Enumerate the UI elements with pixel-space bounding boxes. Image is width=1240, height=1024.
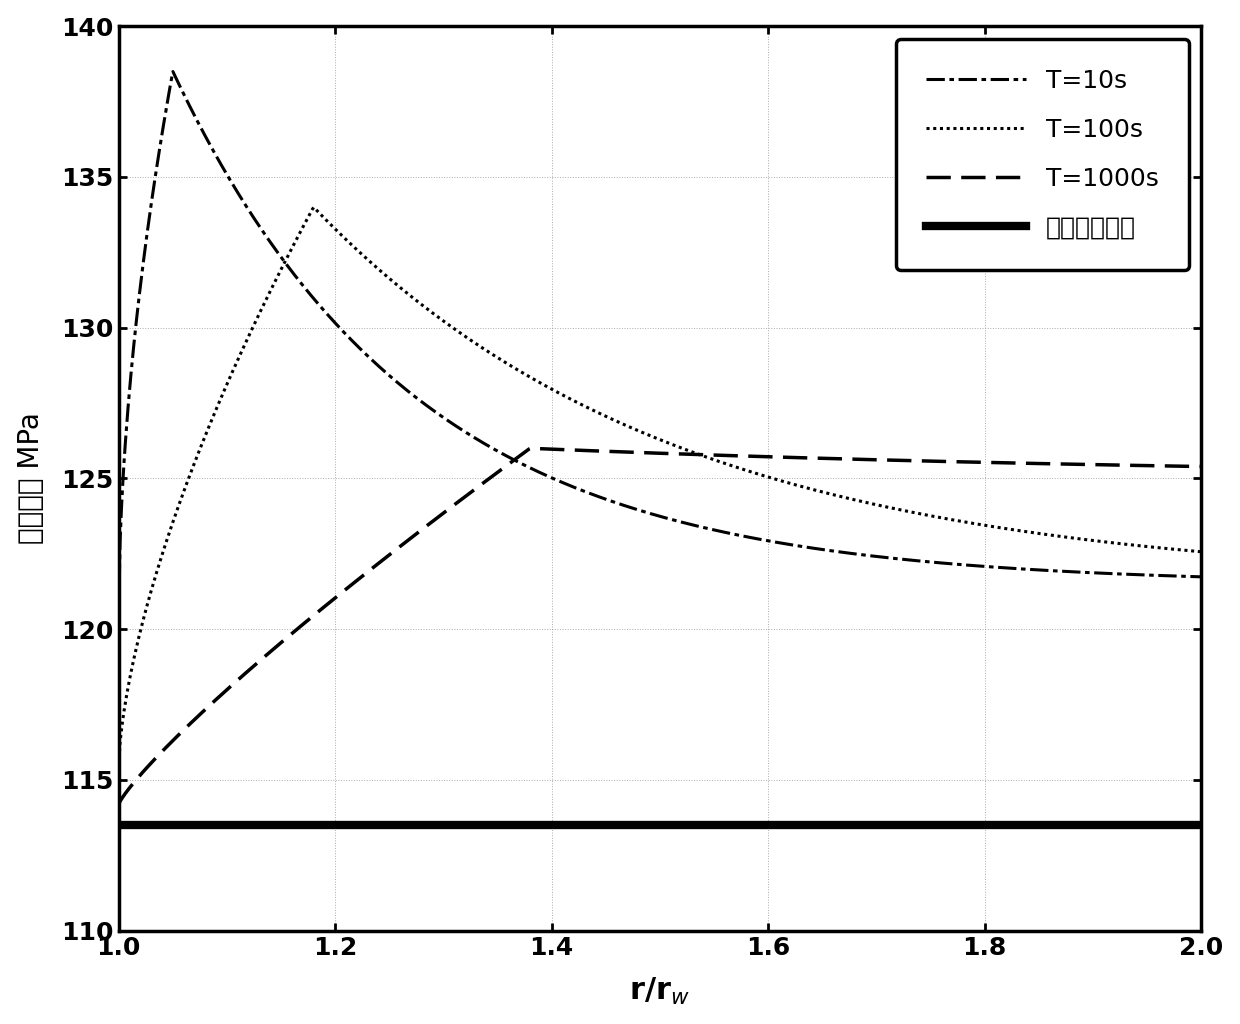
T=1000s (742, 450, 756, 462)
T=10s (1045, 564, 1060, 577)
T=1000s (1194, 461, 1209, 473)
T=100s (934, 512, 949, 524)
T=10s (742, 531, 756, 544)
T=100s (742, 465, 756, 477)
T=1000s (523, 442, 538, 455)
Line: T=100s: T=100s (119, 207, 1202, 765)
T=100s (306, 201, 321, 213)
T=100s (177, 481, 192, 494)
T=100s (1045, 529, 1060, 542)
T=10s (934, 557, 949, 569)
T=100s (1194, 546, 1209, 558)
T=1000s (1045, 458, 1060, 470)
T=10s (179, 93, 193, 105)
T=10s (802, 542, 817, 554)
T=1000s (112, 798, 126, 810)
T=10s (1194, 570, 1209, 583)
T=100s (802, 482, 817, 495)
Line: T=1000s: T=1000s (119, 449, 1202, 804)
T=1000s (770, 451, 785, 463)
T=1000s (177, 723, 192, 735)
X-axis label: r/r$_w$: r/r$_w$ (630, 976, 691, 1008)
T=1000s (802, 452, 817, 464)
Legend: T=10s, T=100s, T=1000s, 传统模型预测: T=10s, T=100s, T=1000s, 传统模型预测 (895, 39, 1189, 269)
T=1000s (934, 456, 949, 468)
T=10s (770, 537, 785, 549)
T=10s (112, 608, 126, 621)
T=100s (112, 759, 126, 771)
Line: T=10s: T=10s (119, 72, 1202, 614)
Y-axis label: 孔隅压力 MPa: 孔隅压力 MPa (16, 413, 45, 545)
T=10s (165, 66, 180, 78)
T=100s (770, 473, 785, 485)
